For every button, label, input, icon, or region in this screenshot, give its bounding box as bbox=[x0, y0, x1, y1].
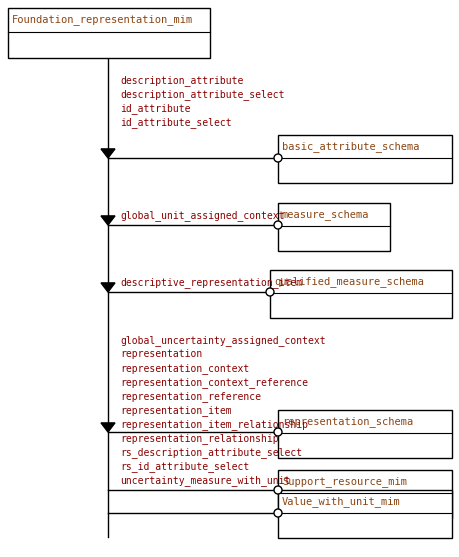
Circle shape bbox=[274, 486, 281, 494]
Text: Support_resource_mim: Support_resource_mim bbox=[281, 476, 406, 487]
Text: description_attribute_select: description_attribute_select bbox=[120, 89, 284, 100]
Circle shape bbox=[274, 221, 281, 229]
Text: Value_with_unit_mim: Value_with_unit_mim bbox=[281, 496, 400, 507]
Text: representation_relationship: representation_relationship bbox=[120, 433, 278, 444]
Bar bbox=[8, 8, 210, 58]
Bar bbox=[277, 490, 451, 538]
Text: uncertainty_measure_with_unit: uncertainty_measure_with_unit bbox=[120, 475, 290, 486]
Circle shape bbox=[274, 154, 281, 162]
Text: description_attribute: description_attribute bbox=[120, 75, 243, 86]
Text: representation: representation bbox=[120, 349, 202, 359]
Bar bbox=[277, 410, 451, 458]
Text: rs_description_attribute_select: rs_description_attribute_select bbox=[120, 447, 302, 458]
Text: Foundation_representation_mim: Foundation_representation_mim bbox=[12, 14, 193, 26]
Polygon shape bbox=[101, 149, 115, 158]
Text: measure_schema: measure_schema bbox=[281, 209, 369, 220]
Polygon shape bbox=[101, 283, 115, 292]
Text: qualified_measure_schema: qualified_measure_schema bbox=[274, 276, 423, 287]
Text: representation_context_reference: representation_context_reference bbox=[120, 377, 308, 388]
Text: id_attribute: id_attribute bbox=[120, 103, 190, 114]
Text: representation_schema: representation_schema bbox=[281, 416, 412, 427]
Circle shape bbox=[274, 428, 281, 436]
Text: basic_attribute_schema: basic_attribute_schema bbox=[281, 141, 419, 152]
Text: id_attribute_select: id_attribute_select bbox=[120, 117, 231, 128]
Circle shape bbox=[265, 288, 274, 296]
Polygon shape bbox=[101, 216, 115, 225]
Text: global_uncertainty_assigned_context: global_uncertainty_assigned_context bbox=[120, 335, 325, 346]
Polygon shape bbox=[101, 423, 115, 432]
Text: global_unit_assigned_context: global_unit_assigned_context bbox=[120, 210, 284, 221]
Text: representation_reference: representation_reference bbox=[120, 391, 260, 402]
Circle shape bbox=[274, 509, 281, 517]
Text: representation_item_relationship: representation_item_relationship bbox=[120, 419, 308, 430]
Text: descriptive_representation_item: descriptive_representation_item bbox=[120, 277, 302, 288]
Bar bbox=[269, 270, 451, 318]
Bar bbox=[277, 203, 389, 251]
Bar bbox=[277, 470, 451, 518]
Text: rs_id_attribute_select: rs_id_attribute_select bbox=[120, 461, 249, 472]
Text: representation_context: representation_context bbox=[120, 363, 249, 374]
Bar bbox=[277, 135, 451, 183]
Text: representation_item: representation_item bbox=[120, 405, 231, 416]
